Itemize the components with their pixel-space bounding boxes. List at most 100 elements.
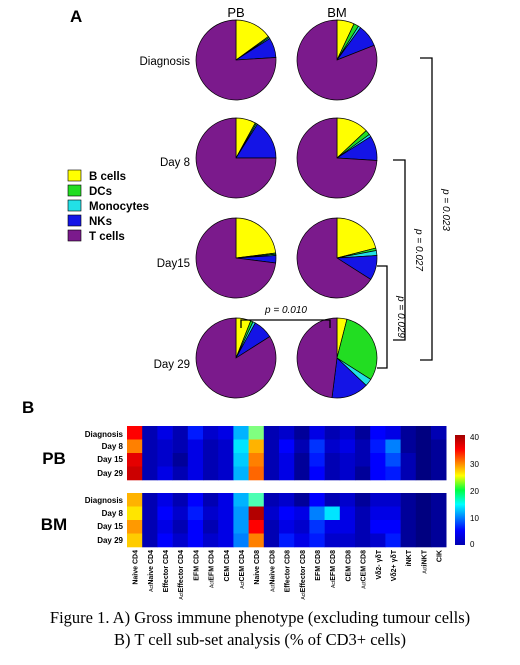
heatmap-cell-pb-diagnosis-efm-cd8-12 xyxy=(309,426,325,440)
heatmap-cell-bm-day-29-cem-cd4-7 xyxy=(233,533,249,548)
heatmap-cell-bm-diagnosis-effector-cd8-11 xyxy=(294,493,310,507)
heatmap-cell-bm-day-8-efm-cd8-12 xyxy=(309,506,325,521)
heatmap-cell-pb-day-8-efm-cd4-4 xyxy=(187,439,204,454)
pie-slice-pb-day-29-t-cells xyxy=(195,317,277,399)
heatmap-cell-pb-diagnosis-naive-cd8-8 xyxy=(248,426,265,440)
heatmap-cell-bm-day-15-effector-cd4-2 xyxy=(157,520,173,534)
heatmap-cell-pb-day-8-efm-cd8-13 xyxy=(324,439,341,454)
figure: A PB BM Diagnosis Day 8 Day15 Day 29 B c… xyxy=(22,5,479,600)
heatmap-column-name-3: Effector CD4 xyxy=(178,550,185,593)
heatmap-cell-pb-day-15-efm-cd4-5 xyxy=(203,453,219,467)
heatmap-column-label-6: CEM CD4 xyxy=(224,550,231,582)
heatmap-cell-bm-day-15-v-2-t-16 xyxy=(370,520,386,534)
heatmap-cell-pb-day-15-cem-cd4-7 xyxy=(233,453,249,467)
heatmap-column-label-18: iNKT xyxy=(406,549,413,566)
heatmap-cell-pb-diagnosis-effector-cd4-3 xyxy=(172,426,189,440)
heatmap-cell-bm-day-15-naive-cd4-0 xyxy=(127,520,143,534)
heatmap-column-name-11: Effector CD8 xyxy=(300,550,307,593)
heatmap-cell-pb-diagnosis-effector-cd8-11 xyxy=(294,426,310,440)
heatmap-cell-bm-diagnosis-cem-cd4-7 xyxy=(233,493,249,507)
pvalue-bm-day15-day29: p = 0.029 xyxy=(395,295,406,338)
heatmap-column-prefix-3: Act xyxy=(179,592,185,600)
heatmap-pb-row-label-day-15: Day 15 xyxy=(97,455,123,464)
heatmap-cell-bm-day-8-efm-cd4-5 xyxy=(203,506,219,521)
heatmap-column-name-14: CEM CD8 xyxy=(345,550,352,582)
heatmap-cell-pb-day-29-cem-cd8-14 xyxy=(339,466,356,481)
heatmap-cell-pb-diagnosis-cik-20 xyxy=(431,426,447,440)
pvalue-pb-bm-day29: p = 0.010 xyxy=(264,305,307,316)
heatmap-cell-bm-day-15-naive-cd8-9 xyxy=(263,520,280,534)
heatmap-cell-bm-day-29-naive-cd8-8 xyxy=(248,533,265,548)
legend-swatch-nks xyxy=(67,214,82,227)
heatmap-column-label-15: ActCEM CD8 xyxy=(361,550,368,589)
heatmap-column-name-9: Naive CD8 xyxy=(269,550,276,585)
heatmap-column-label-8: Naive CD8 xyxy=(254,550,261,585)
heatmap-cell-pb-day-15-inkt-18 xyxy=(400,453,417,467)
heatmap-cell-bm-day-8-naive-cd8-8 xyxy=(248,506,265,521)
heatmap-cell-bm-day-29-inkt-19 xyxy=(415,533,432,548)
heatmap-column-prefix-19: Act xyxy=(422,566,428,574)
heatmap-column-name-18: iNKT xyxy=(406,549,413,566)
pvalue-bm-day8-day29: p = 0.027 xyxy=(413,228,424,271)
legend-swatch-b-cells xyxy=(67,169,82,182)
heatmap-cell-bm-day-8-cik-20 xyxy=(431,506,447,521)
heatmap-column-prefix-7: Act xyxy=(240,581,246,589)
heatmap-column-label-11: ActEffector CD8 xyxy=(300,550,307,600)
heatmap-cell-bm-diagnosis-naive-cd4-0 xyxy=(127,493,143,507)
heatmap-column-name-5: EFM CD4 xyxy=(209,550,216,581)
heatmap-column-prefix-1: Act xyxy=(149,584,155,592)
heatmap-cell-bm-day-29-naive-cd8-9 xyxy=(263,533,280,548)
legend-swatch-t-cells xyxy=(67,229,82,242)
heatmap-cell-bm-day-29-effector-cd8-10 xyxy=(279,533,295,548)
heatmap-cell-pb-day-8-cik-20 xyxy=(431,439,447,454)
heatmap-column-label-9: ActNaive CD8 xyxy=(269,550,276,592)
heatmap-cell-pb-day-8-efm-cd8-12 xyxy=(309,439,325,454)
heatmap-cell-pb-day-29-cem-cd4-6 xyxy=(218,466,234,481)
colorbar-tick-30: 30 xyxy=(470,460,479,469)
legend-swatch-monocytes xyxy=(67,199,82,212)
heatmap-cell-pb-day-8-naive-cd4-0 xyxy=(127,439,143,454)
heatmap-cell-bm-day-8-efm-cd8-13 xyxy=(324,506,341,521)
heatmap-cell-bm-day-29-inkt-18 xyxy=(400,533,417,548)
heatmap-cell-pb-diagnosis-efm-cd4-4 xyxy=(187,426,204,440)
bracket-pb-bm-day29 xyxy=(240,319,331,328)
heatmap-cell-pb-day-15-cem-cd8-15 xyxy=(355,453,371,467)
heatmap-cell-pb-diagnosis-naive-cd4-1 xyxy=(142,426,158,440)
heatmap-cell-pb-day-8-efm-cd4-5 xyxy=(203,439,219,454)
heatmap-column-name-2: Effector CD4 xyxy=(163,550,170,593)
heatmap-cell-pb-day-29-naive-cd4-0 xyxy=(127,466,143,481)
pie-slice-bm-day15-t-cells xyxy=(296,217,372,299)
heatmap-cell-bm-diagnosis-effector-cd4-2 xyxy=(157,493,173,507)
heatmap-column-name-10: Effector CD8 xyxy=(285,550,292,593)
heatmap-pb-row-label-diagnosis: Diagnosis xyxy=(85,430,124,439)
heatmap-column-name-8: Naive CD8 xyxy=(254,550,261,585)
heatmap-cell-pb-diagnosis-inkt-19 xyxy=(415,426,432,440)
pie-slice-bm-day15-b-cells xyxy=(336,217,377,259)
heatmap-cell-pb-day-15-cem-cd4-6 xyxy=(218,453,234,467)
heatmap-column-prefix-13: Act xyxy=(331,580,337,588)
heatmap-cell-pb-diagnosis-naive-cd8-9 xyxy=(263,426,280,440)
heatmap-cell-bm-diagnosis-v-2-t-16 xyxy=(370,493,386,507)
heatmap-cell-bm-day-8-effector-cd4-2 xyxy=(157,506,173,521)
heatmap-cell-bm-diagnosis-naive-cd8-9 xyxy=(263,493,280,507)
heatmap-cell-bm-day-29-cem-cd8-14 xyxy=(339,533,356,548)
pie-slice-bm-day-8-t-cells xyxy=(296,117,378,199)
heatmap-cell-bm-day-29-cem-cd8-15 xyxy=(355,533,371,548)
heatmap-cell-pb-day-8-naive-cd8-9 xyxy=(263,439,280,454)
heatmap-column-label-13: ActEFM CD8 xyxy=(330,550,337,588)
heatmap-column-name-1: Naive CD4 xyxy=(148,550,155,585)
heatmap-column-name-7: CEM CD4 xyxy=(239,550,246,582)
heatmap-cell-pb-day-8-v-2-t-17 xyxy=(385,439,401,454)
heatmap-cell-pb-day-15-effector-cd8-11 xyxy=(294,453,310,467)
heatmap-bm-row-label-day-15: Day 15 xyxy=(97,522,123,531)
pie-slice-bm-diagnosis-t-cells xyxy=(296,19,378,101)
heatmap-cell-bm-diagnosis-inkt-18 xyxy=(400,493,417,507)
legend-label-nks: NKs xyxy=(89,216,112,228)
heatmap-cell-bm-day-8-cem-cd4-6 xyxy=(218,506,234,521)
heatmap-column-label-0: Naive CD4 xyxy=(133,550,140,585)
heatmap-bm-row-label-day-29: Day 29 xyxy=(97,536,123,545)
heatmap-cell-bm-diagnosis-efm-cd8-13 xyxy=(324,493,341,507)
heatmap-cell-pb-day-8-cem-cd8-14 xyxy=(339,439,356,454)
heatmap-cell-bm-day-15-cik-20 xyxy=(431,520,447,534)
